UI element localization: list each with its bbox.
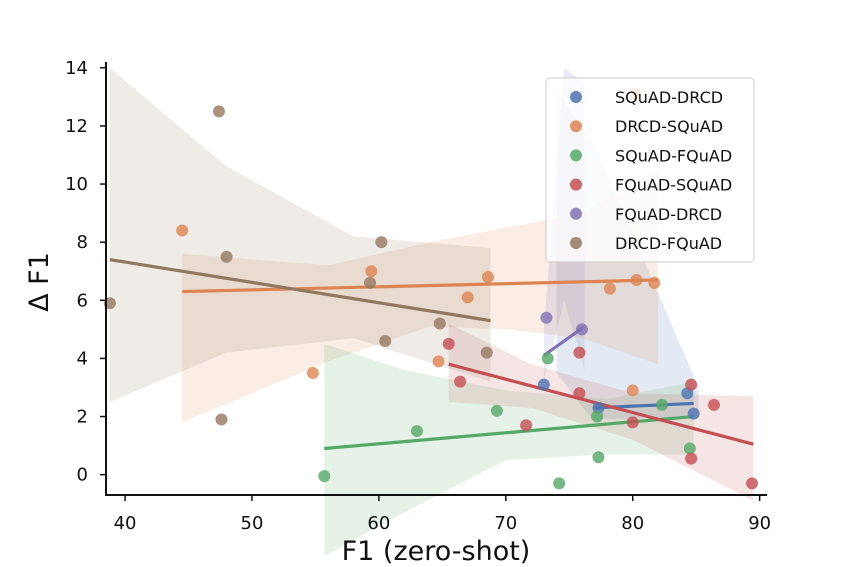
legend-marker-fquad-squad	[570, 178, 582, 191]
point-fquad-squad-1	[454, 375, 467, 388]
y-tick-label: 0	[77, 465, 88, 486]
point-drcd-squad-8	[630, 273, 643, 286]
point-fquad-squad-8	[707, 398, 720, 411]
legend-marker-drcd-squad	[570, 120, 582, 133]
point-drcd-squad-6	[603, 282, 616, 295]
point-squad-fquad-7	[655, 398, 668, 411]
x-tick-label: 50	[241, 513, 264, 534]
x-tick-label: 90	[748, 513, 771, 534]
x-tick-label: 70	[494, 513, 517, 534]
band-drcd-fquad	[109, 67, 491, 403]
point-drcd-fquad-1	[212, 105, 225, 118]
point-drcd-squad-0	[176, 224, 189, 237]
y-tick-label: 4	[77, 348, 88, 369]
point-drcd-squad-2	[365, 265, 378, 278]
point-squad-fquad-0	[318, 470, 331, 483]
legend-box	[545, 77, 755, 263]
point-squad-fquad-5	[591, 410, 604, 423]
point-squad-drcd-3	[687, 407, 700, 420]
legend-items: SQuAD-DRCD DRCD-SQuAD SQuAD-FQuAD FQuAD-SQu…	[570, 88, 732, 253]
x-axis-label: F1 (zero-shot)	[342, 536, 531, 567]
fit-line-drcd-squad	[182, 278, 659, 294]
legend-marker-drcd-fquad	[570, 237, 582, 249]
point-drcd-squad-5	[482, 271, 495, 284]
point-fquad-squad-9	[746, 477, 759, 490]
point-fquad-squad-6	[685, 378, 698, 391]
point-drcd-fquad-5	[375, 236, 388, 249]
point-squad-fquad-2	[490, 404, 503, 417]
y-tick-label: 2	[77, 407, 88, 428]
point-fquad-squad-2	[520, 419, 533, 432]
point-drcd-squad-3	[432, 355, 445, 368]
confidence-bands	[109, 67, 754, 557]
point-squad-fquad-1	[410, 425, 423, 438]
point-fquad-squad-5	[626, 416, 639, 429]
y-tick-label: 14	[65, 58, 88, 79]
point-fquad-squad-0	[442, 337, 455, 350]
point-squad-fquad-6	[592, 451, 605, 464]
axis-ticks: 40 50 60 70 80 90 0 2 4 6 8 10 12 14	[65, 58, 771, 534]
point-drcd-squad-9	[648, 276, 661, 289]
legend: SQuAD-DRCD DRCD-SQuAD SQuAD-FQuAD FQuAD-SQu…	[545, 77, 755, 263]
point-drcd-squad-4	[461, 291, 474, 304]
legend-label-drcd-fquad: DRCD-FQuAD	[615, 234, 722, 253]
y-tick-label: 10	[65, 174, 88, 195]
legend-marker-squad-drcd	[570, 91, 582, 103]
fit-line-drcd-fquad	[109, 258, 491, 323]
point-fquad-drcd-1	[575, 323, 588, 336]
band-squad-fquad	[324, 343, 694, 557]
point-drcd-squad-7	[626, 384, 639, 397]
point-squad-fquad-8	[683, 442, 696, 455]
legend-label-squad-drcd: SQuAD-DRCD	[615, 88, 723, 107]
point-drcd-fquad-8	[480, 346, 493, 359]
legend-marker-squad-fquad	[570, 149, 582, 162]
x-tick-label: 80	[621, 513, 644, 534]
point-drcd-fquad-4	[364, 276, 376, 289]
point-drcd-fquad-7	[433, 317, 446, 330]
point-drcd-fquad-3	[220, 250, 233, 263]
x-tick-label: 60	[367, 513, 390, 534]
point-drcd-fquad-6	[379, 334, 392, 347]
point-fquad-squad-7	[685, 452, 698, 465]
point-squad-fquad-3	[541, 352, 554, 365]
y-tick-label: 6	[77, 290, 88, 311]
legend-marker-fquad-drcd	[570, 207, 582, 220]
y-axis-label: Δ F1	[24, 252, 55, 312]
legend-label-fquad-squad: FQuAD-SQuAD	[615, 176, 732, 195]
x-tick-label: 40	[114, 513, 137, 534]
legend-label-squad-fquad: SQuAD-FQuAD	[615, 146, 732, 165]
point-drcd-squad-1	[306, 366, 319, 379]
y-tick-label: 12	[65, 116, 88, 137]
legend-label-drcd-squad: DRCD-SQuAD	[615, 117, 723, 136]
legend-label-fquad-drcd: FQuAD-DRCD	[615, 205, 722, 224]
point-squad-drcd-0	[537, 378, 550, 391]
band-drcd-squad	[182, 169, 659, 423]
point-fquad-drcd-0	[540, 311, 553, 324]
point-drcd-fquad-2	[215, 413, 228, 426]
point-fquad-squad-4	[573, 387, 586, 400]
point-fquad-squad-3	[573, 346, 586, 359]
point-squad-fquad-4	[553, 477, 566, 490]
y-tick-label: 8	[77, 232, 88, 253]
